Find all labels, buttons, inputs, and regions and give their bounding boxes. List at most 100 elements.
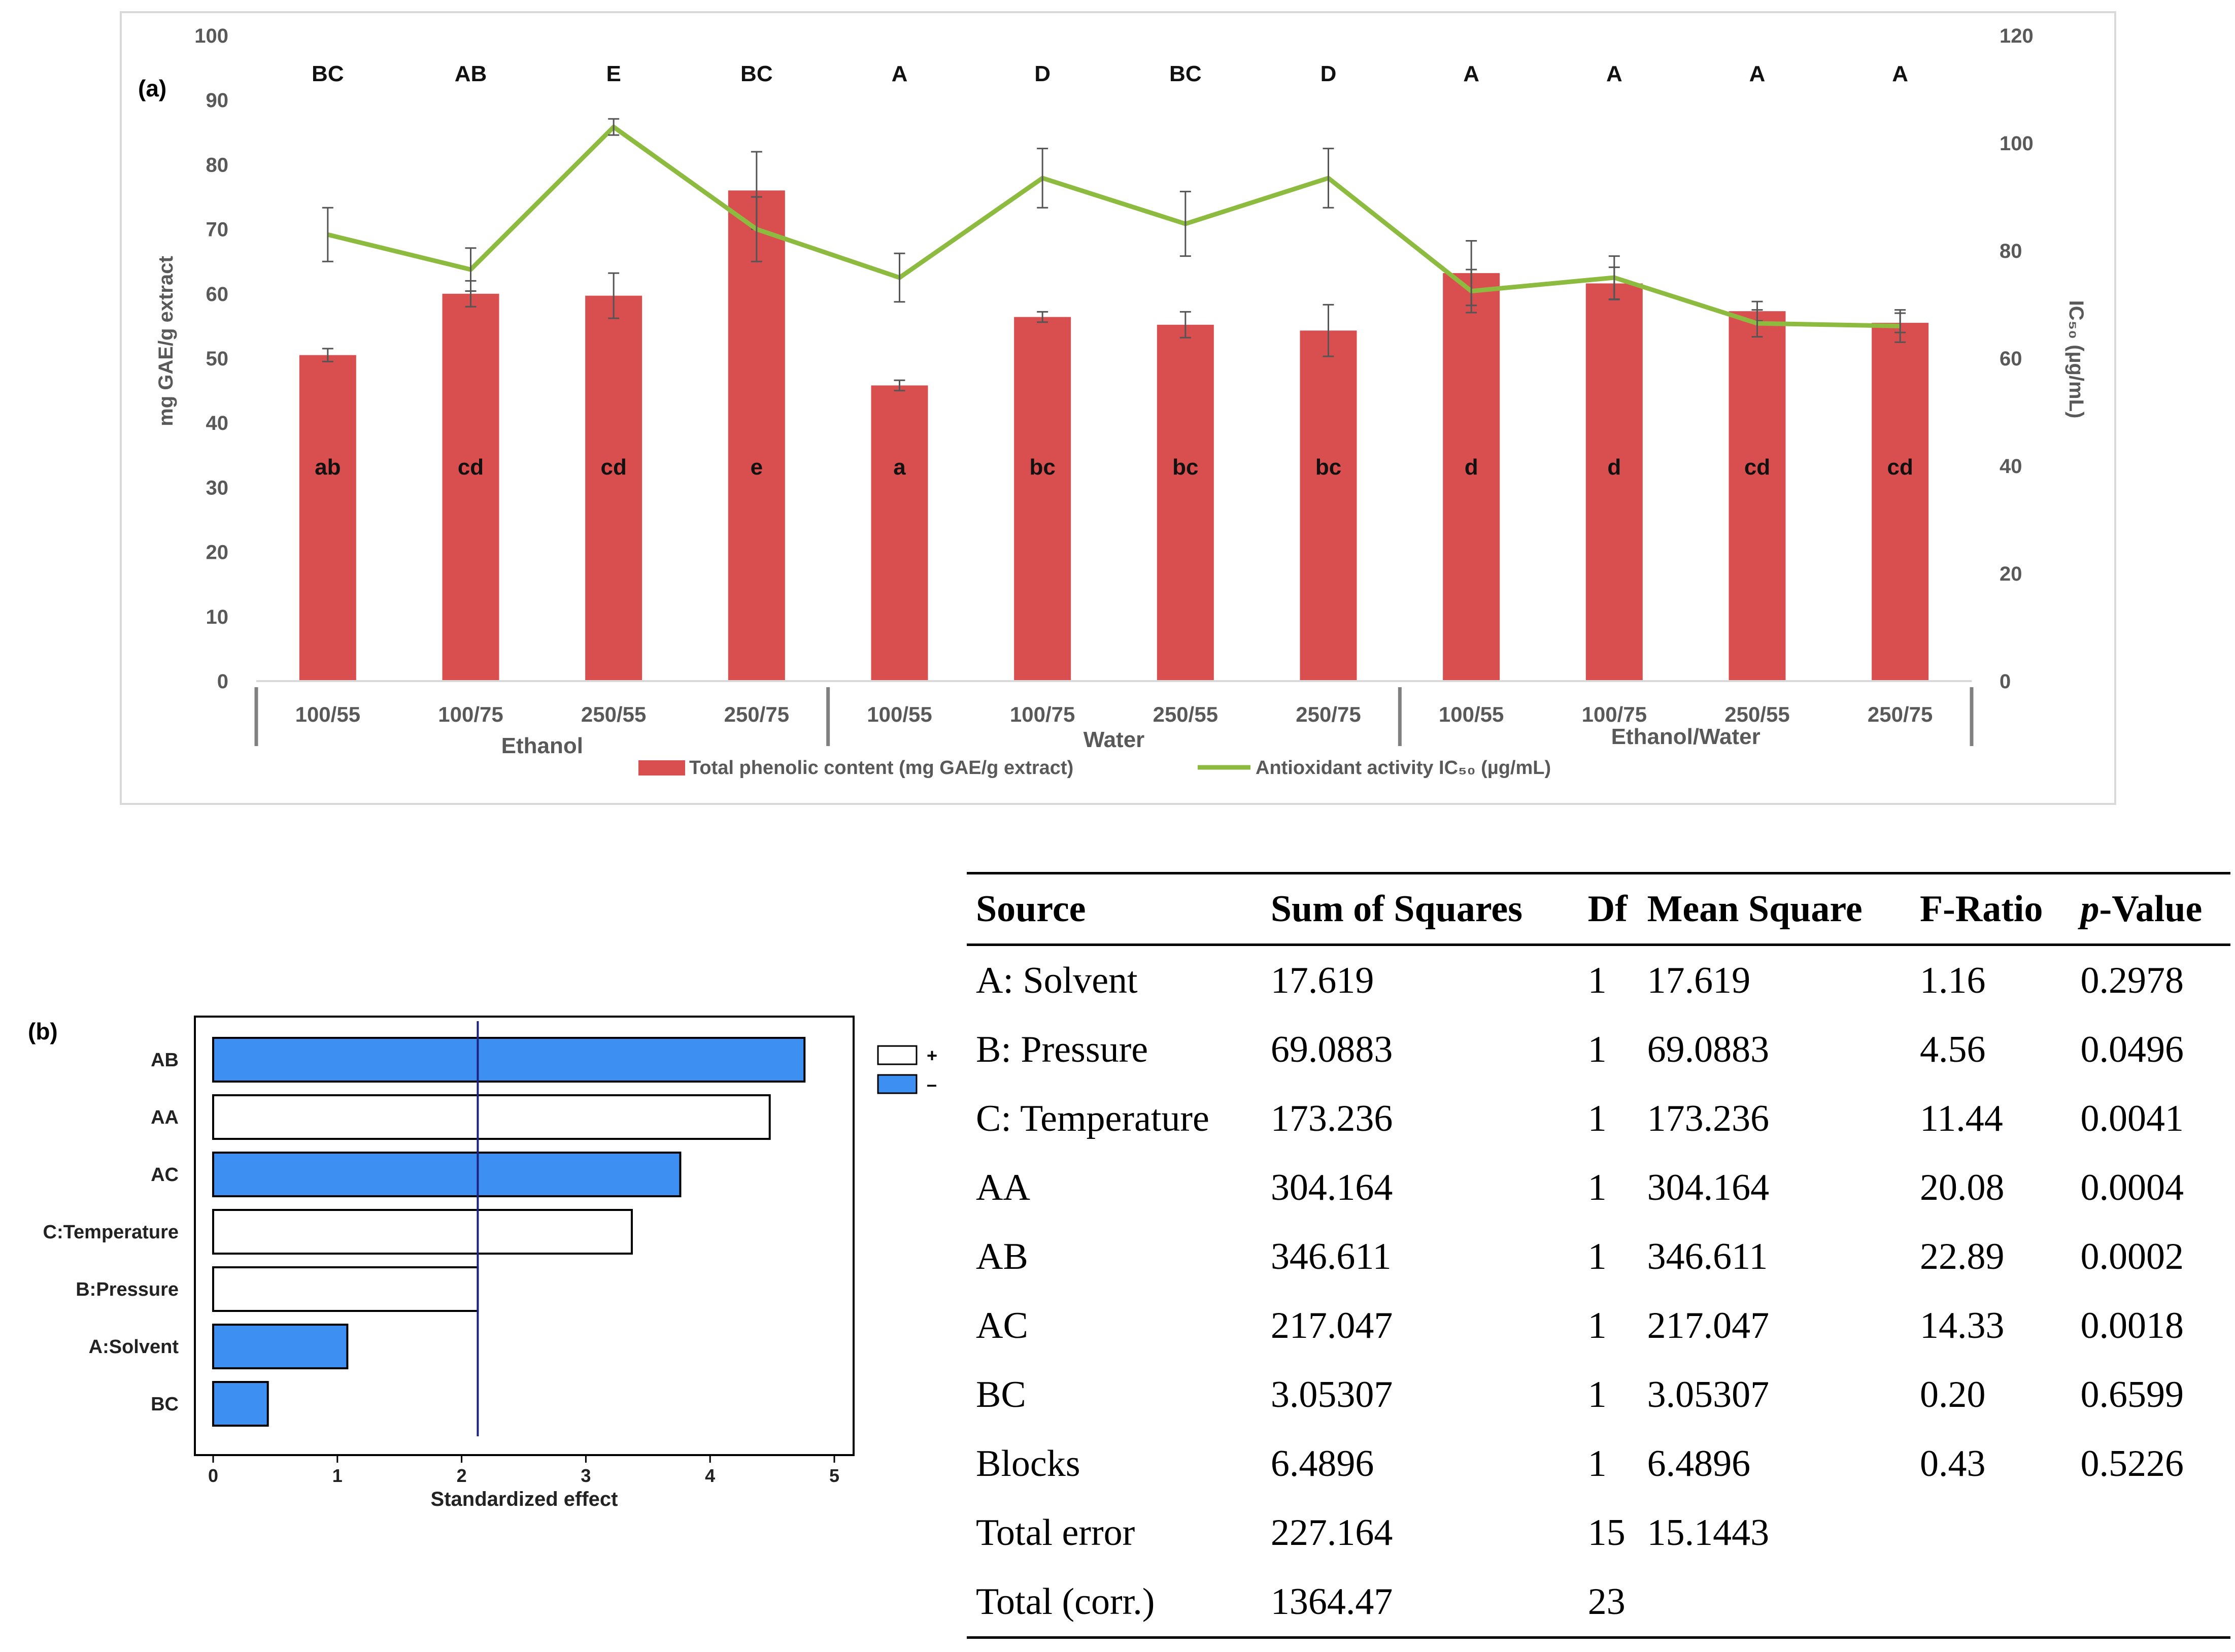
anova-cell: 217.047	[1647, 1304, 1770, 1346]
anova-cell: 173.236	[1647, 1097, 1770, 1139]
anova-table: Source Sum of Squares Df Mean Square F-Ratio…	[967, 872, 2230, 1639]
ic50-error-bar	[1894, 309, 1906, 343]
phenolic-error-bar	[608, 272, 620, 319]
anova-row: BC 3.05307 1 3.05307 0.20 0.6599	[967, 1360, 2230, 1429]
phenolic-letter-label: ab	[315, 455, 341, 480]
x-tick-label: 100/75	[438, 702, 503, 726]
anova-cell: 17.619	[1647, 959, 1751, 1001]
ic50-letter-labels: BC AB E BC A D BC D A A A A	[312, 61, 1908, 86]
ic50-letter-label: A	[892, 61, 908, 86]
phenolic-bars	[299, 190, 1929, 681]
ic50-letter-label: A	[1463, 61, 1479, 86]
anova-header-cell: Mean Square	[1638, 872, 1911, 946]
y-left-tick-label: 40	[206, 412, 229, 434]
anova-cell: 1364.47	[1261, 1567, 1579, 1639]
anova-cell: 17.619	[1270, 959, 1374, 1001]
ic50-letter-label: D	[1034, 61, 1051, 86]
anova-cell: 173.236	[1270, 1097, 1393, 1139]
anova-cell: 0.2978	[2080, 959, 2184, 1001]
anova-cell: 304.164	[1647, 1166, 1770, 1208]
phenolic-error-bar	[1323, 304, 1334, 357]
anova-cell: 20.08	[1919, 1166, 2005, 1208]
ic50-error-bar	[1608, 255, 1620, 300]
phenolic-letter-label: bc	[1029, 455, 1055, 480]
pareto-category-label: A:Solvent	[89, 1336, 179, 1358]
legend-panel-a: Total phenolic content (mg GAE/g extract…	[638, 757, 1551, 779]
anova-row: C: Temperature 173.236 1 173.236 11.44 0.0041	[967, 1084, 2230, 1153]
phenolic-bar	[442, 293, 499, 681]
anova-cell: 1	[1587, 1304, 1607, 1346]
x-tick-label: 250/75	[1868, 702, 1933, 726]
anova-header-cell: Sum of Squares	[1261, 872, 1579, 946]
y-right-ticks: 0 20 40 60 80 100 120	[2000, 25, 2034, 693]
legend-bar-label: Total phenolic content (mg GAE/g extract…	[689, 757, 1073, 779]
pareto-legend-negative-swatch	[877, 1074, 918, 1094]
ic50-letter-label: A	[1892, 61, 1908, 86]
legend-bar-swatch	[638, 760, 685, 776]
anova-cell: AC	[976, 1304, 1028, 1346]
anova-row: A: Solvent 17.619 1 17.619 1.16 0.2978	[967, 945, 2230, 1016]
anova-cell: 14.33	[1919, 1304, 2005, 1346]
phenolic-bar	[585, 295, 642, 681]
anova-cell: 0.0004	[2080, 1166, 2184, 1208]
pareto-legend-positive-label: +	[927, 1045, 937, 1066]
anova-cell	[2071, 1567, 2230, 1639]
group-labels: Ethanol Water Ethanol/Water	[501, 724, 1760, 758]
pareto-bar	[212, 1094, 771, 1140]
phenolic-bar	[1585, 283, 1643, 681]
x-tick-label: 100/75	[1010, 702, 1075, 726]
y-right-tick-label: 60	[2000, 348, 2022, 370]
pareto-legend-negative-label: –	[927, 1074, 937, 1095]
phenolic-letter-label: cd	[600, 455, 626, 480]
anova-cell: 0.0018	[2080, 1304, 2184, 1346]
ic50-letter-label: E	[606, 61, 621, 86]
anova-cell: Total (corr.)	[967, 1567, 1262, 1639]
anova-cell: 4.56	[1919, 1028, 1986, 1070]
pareto-x-tick-label: 0	[208, 1465, 218, 1486]
anova-cell: 1	[1587, 959, 1607, 1001]
anova-cell: 227.164	[1270, 1511, 1393, 1554]
x-tick-labels: 100/55 100/75 250/55 250/75 100/55 100/75 250/…	[295, 702, 1933, 726]
ic50-letter-label: A	[1749, 61, 1766, 86]
anova-cell: AB	[976, 1235, 1028, 1277]
anova-cell: 1	[1587, 1166, 1607, 1208]
y-right-tick-label: 20	[2000, 563, 2022, 585]
anova-cell: 6.4896	[1270, 1442, 1374, 1485]
phenolic-letter-label: a	[893, 455, 906, 480]
ic50-line	[327, 124, 1901, 328]
anova-cell: 1.16	[1919, 959, 1986, 1001]
anova-cell: 1	[1587, 1028, 1607, 1070]
ic50-letter-label: A	[1606, 61, 1622, 86]
y-left-tick-label: 50	[206, 348, 229, 370]
y-right-tick-label: 120	[2000, 25, 2034, 47]
phenolic-letter-label: d	[1465, 455, 1478, 480]
panel-b-label: (b)	[28, 1018, 58, 1044]
anova-row: Total (corr.) 1364.47 23	[967, 1567, 2230, 1639]
anova-cell: 15	[1587, 1511, 1626, 1554]
ic50-letter-label: BC	[1169, 61, 1202, 86]
y-left-axis-label: mg GAE/g extract	[155, 256, 177, 426]
ic50-error-bar	[1179, 190, 1191, 257]
x-tick-label: 250/55	[581, 702, 646, 726]
ic50-error-bar	[894, 252, 905, 303]
anova-cell: 346.611	[1270, 1235, 1392, 1277]
x-tick-label: 250/75	[1296, 702, 1361, 726]
x-tick-label: 100/55	[295, 702, 360, 726]
anova-cell: 1	[1587, 1235, 1607, 1277]
anova-header-cell: F-Ratio	[1910, 872, 2072, 946]
ic50-error-bar	[751, 196, 762, 262]
pareto-bar	[212, 1209, 633, 1255]
pareto-legend-positive-swatch	[877, 1045, 918, 1065]
y-left-tick-label: 70	[206, 219, 229, 241]
y-left-ticks: 0 10 20 30 40 50 60 70 80 90 100	[194, 25, 228, 693]
pareto-x-tick-label: 2	[457, 1465, 467, 1486]
pareto-category-label: AC	[151, 1164, 179, 1186]
phenolic-letter-label: cd	[458, 455, 484, 480]
ic50-letter-label: D	[1320, 61, 1337, 86]
ic50-error-bar	[322, 207, 333, 262]
ic50-error-bar	[1466, 268, 1477, 314]
phenolic-letter-label: d	[1607, 455, 1621, 480]
legend-line-label: Antioxidant activity IC₅₀ (µg/mL)	[1256, 757, 1551, 779]
pareto-plot-frame	[194, 1016, 855, 1456]
